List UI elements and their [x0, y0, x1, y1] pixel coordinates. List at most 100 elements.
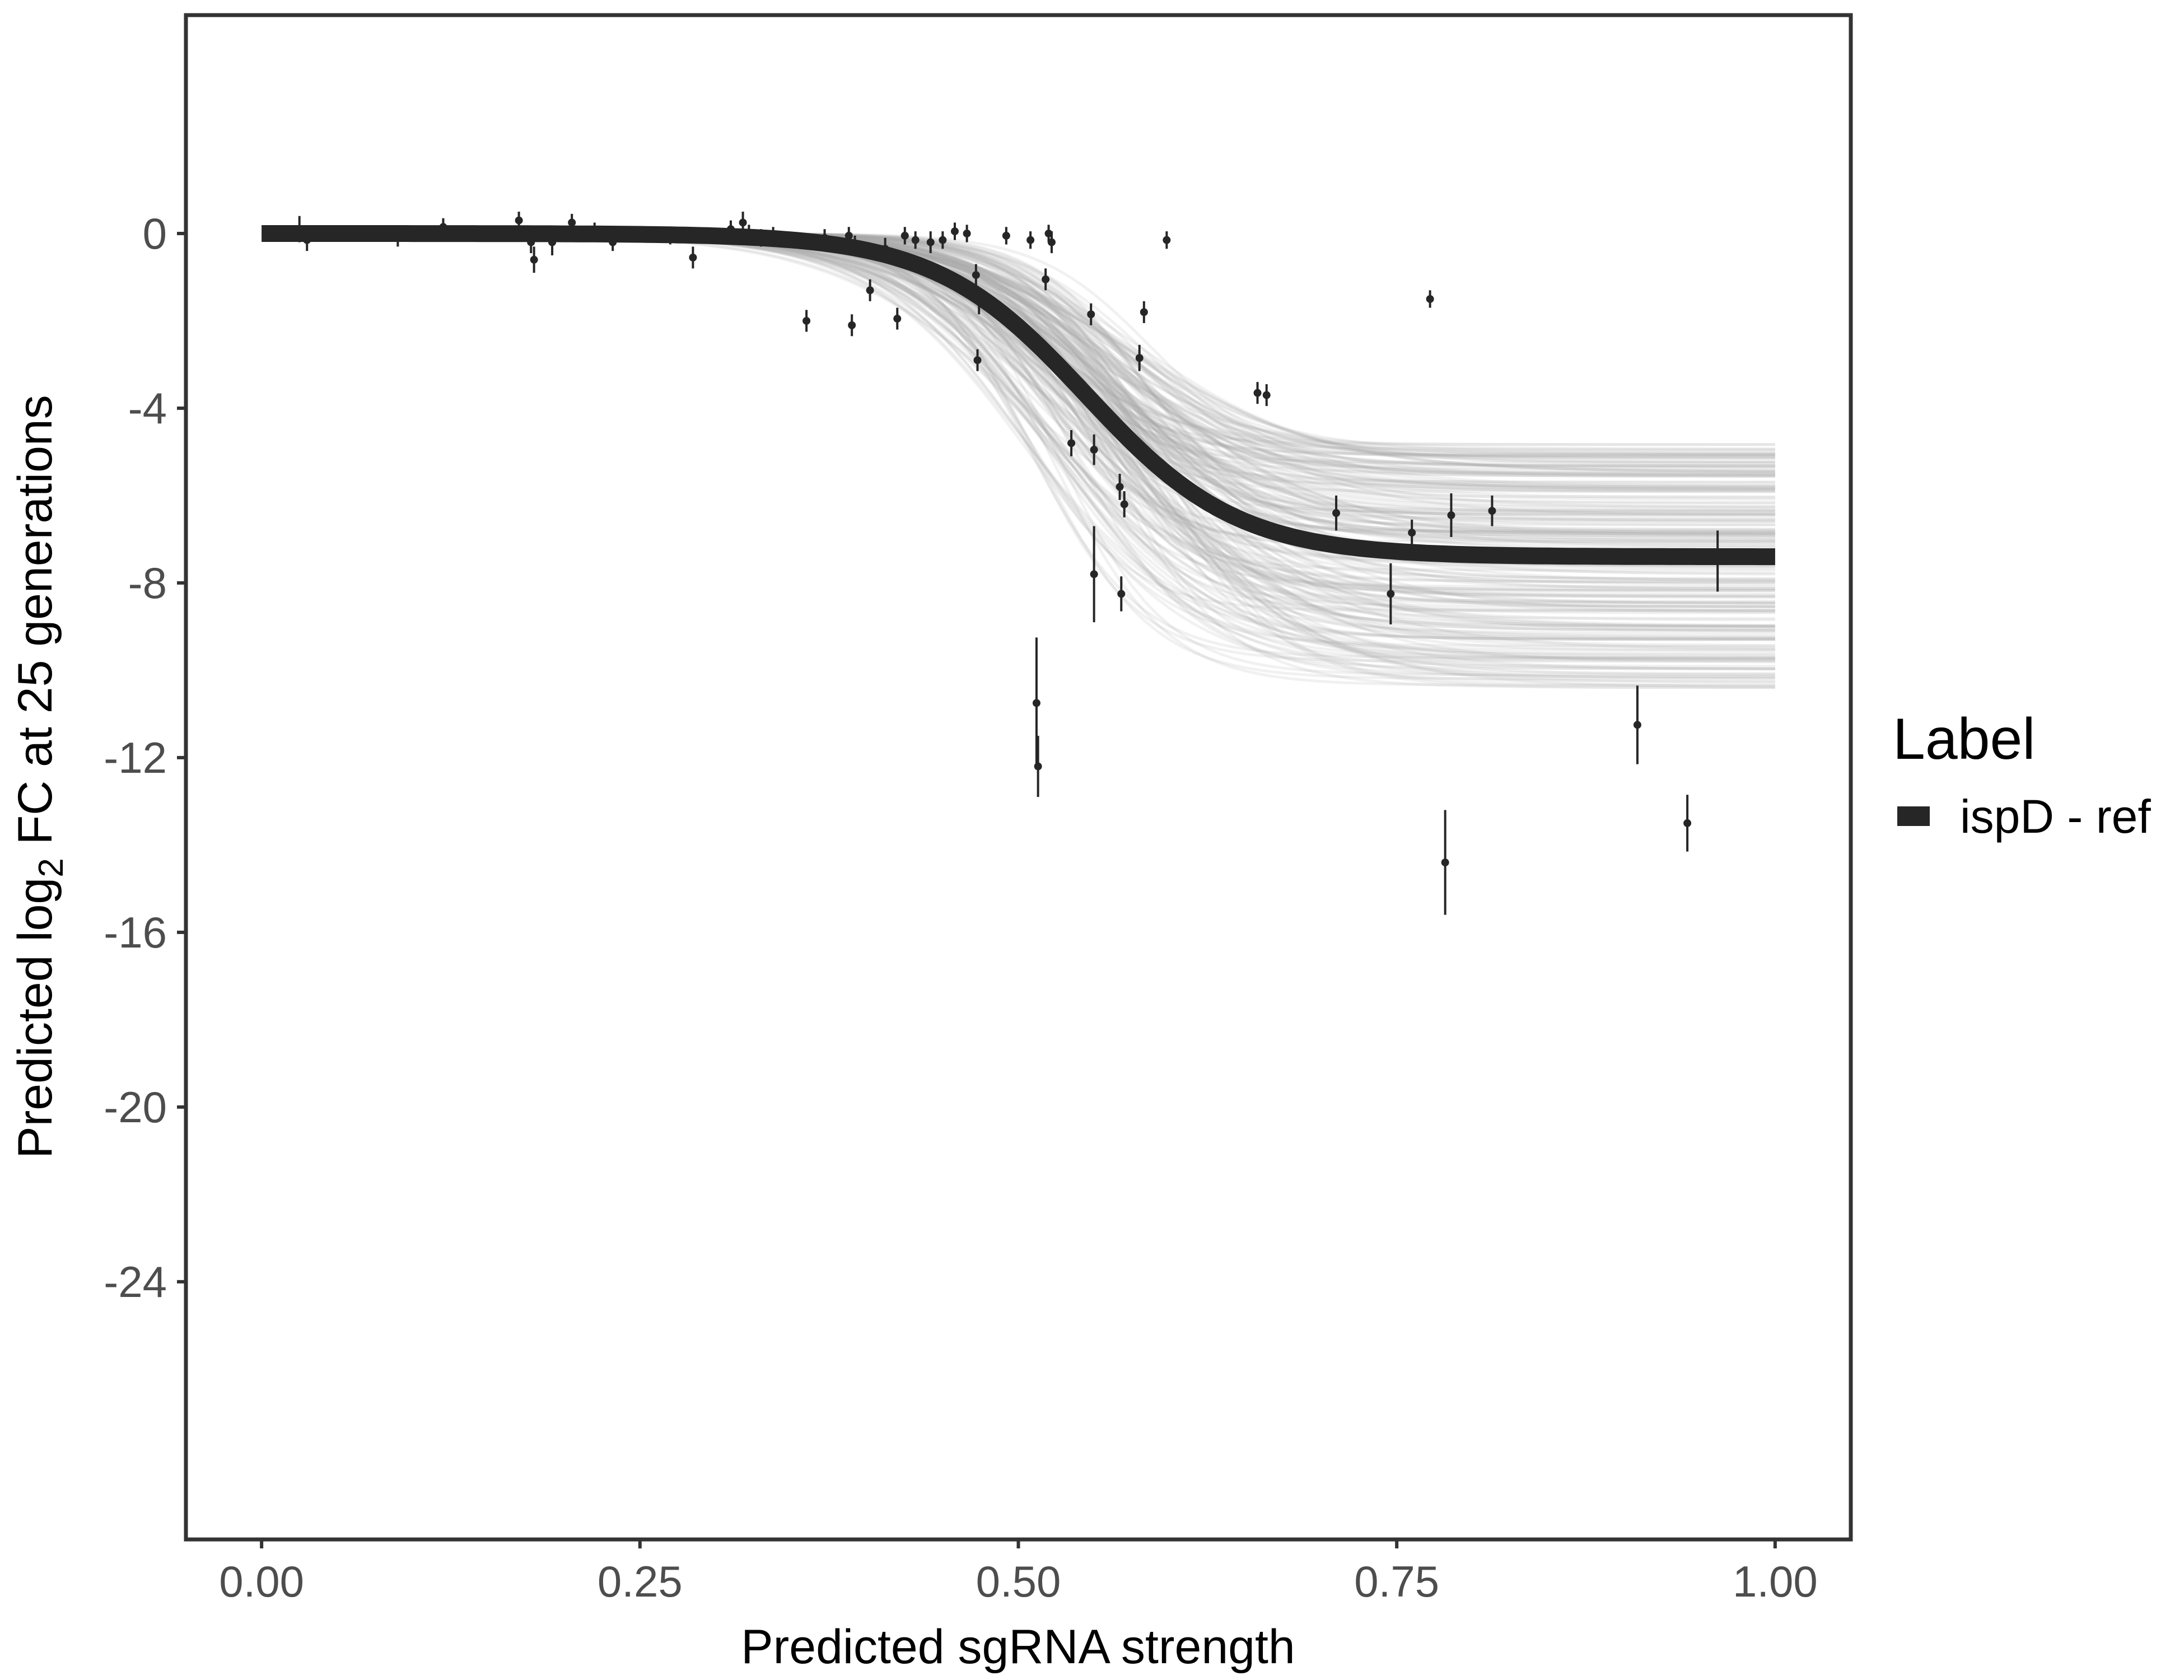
data-point-7	[530, 246, 538, 273]
posterior-band	[262, 232, 1775, 689]
y-axis-title-subscript: 2	[32, 858, 71, 877]
y-axis-title-prefix: Predicted log	[8, 878, 62, 1159]
x-tick-label: 0.00	[219, 1557, 304, 1606]
point-marker	[939, 236, 947, 244]
point-marker	[975, 297, 983, 305]
data-point-23	[848, 314, 856, 337]
plot-panel-border	[184, 13, 1853, 1542]
point-marker	[295, 225, 304, 234]
data-point-46	[1090, 526, 1098, 623]
point-marker	[802, 316, 811, 325]
x-tick-label: 1.00	[1733, 1557, 1818, 1606]
data-point-52	[1163, 231, 1171, 249]
fit-curve-ispd-ref	[260, 225, 1776, 566]
data-point-44	[1087, 303, 1095, 325]
data-point-45	[1090, 434, 1098, 465]
point-marker	[1120, 500, 1128, 508]
point-marker	[1042, 275, 1050, 283]
point-marker	[1067, 439, 1076, 447]
point-marker	[1090, 446, 1098, 454]
data-point-2	[303, 229, 311, 251]
data-point-47	[1116, 473, 1124, 500]
point-marker	[1140, 308, 1148, 316]
point-marker	[881, 245, 889, 253]
data-point-48	[1117, 576, 1126, 612]
point-marker	[972, 271, 980, 279]
fit-curve-layer	[260, 225, 1776, 566]
data-point-43	[1067, 430, 1076, 456]
legend-title: Label	[1893, 707, 2035, 772]
point-marker	[893, 315, 902, 323]
data-point-37	[1026, 231, 1035, 249]
data-point-3	[394, 229, 402, 247]
data-point-14	[726, 220, 735, 238]
point-marker	[1633, 721, 1641, 729]
point-marker	[1488, 507, 1496, 515]
point-marker	[1447, 511, 1455, 520]
point-marker	[1714, 557, 1722, 565]
point-marker	[726, 225, 735, 234]
data-point-12	[666, 227, 674, 245]
y-axis-title-suffix: FC at 25 generations	[8, 395, 62, 858]
point-marker	[609, 238, 617, 246]
point-marker	[900, 231, 909, 240]
point-marker	[950, 227, 959, 236]
legend-key-ispd-ref	[1897, 806, 1930, 826]
data-point-34	[975, 288, 983, 315]
point-marker	[689, 253, 697, 262]
data-point-4	[439, 218, 447, 236]
x-tick-label: 0.25	[598, 1557, 683, 1606]
y-tick-label: -20	[104, 1082, 167, 1132]
data-point-54	[1262, 384, 1271, 407]
y-tick-label: -12	[104, 733, 167, 782]
data-point-24	[866, 279, 874, 301]
point-marker	[848, 321, 856, 329]
data-point-36	[1002, 227, 1010, 245]
point-marker	[926, 238, 935, 246]
data-point-6	[527, 231, 535, 254]
data-point-60	[1447, 493, 1455, 538]
data-point-58	[1426, 290, 1434, 308]
data-point-63	[1683, 795, 1692, 852]
point-marker	[1032, 699, 1040, 707]
point-marker	[911, 236, 920, 244]
data-point-51	[1140, 301, 1148, 323]
point-marker	[1426, 295, 1434, 303]
data-point-42	[1034, 735, 1042, 797]
data-point-31	[950, 222, 959, 240]
data-point-18	[769, 227, 777, 245]
point-marker	[1087, 310, 1095, 319]
data-point-16	[745, 225, 753, 242]
point-marker	[844, 231, 853, 240]
y-axis: 0 -4 -8 -12 -16 -20 -24	[104, 209, 184, 1306]
data-point-35	[973, 349, 982, 371]
data-point-50	[1135, 344, 1144, 371]
x-axis: 0.00 0.25 0.50 0.75 1.00	[219, 1541, 1818, 1606]
point-marker	[303, 236, 311, 244]
data-point-20	[820, 229, 829, 247]
data-point-55	[1332, 495, 1341, 531]
data-point-15	[739, 211, 747, 234]
point-marker	[1047, 238, 1056, 246]
data-point-64	[1714, 530, 1722, 592]
point-marker	[530, 255, 538, 264]
point-marker	[739, 218, 747, 227]
data-point-22	[851, 235, 859, 254]
point-marker	[1117, 590, 1126, 598]
data-point-13	[689, 246, 697, 269]
point-marker	[1116, 483, 1124, 491]
point-marker	[1262, 391, 1271, 399]
point-marker	[866, 286, 874, 295]
y-tick-label: -8	[128, 558, 167, 608]
point-marker	[666, 231, 674, 240]
point-marker	[1090, 570, 1098, 578]
point-marker	[439, 223, 447, 231]
data-point-28	[911, 231, 920, 249]
data-point-56	[1387, 563, 1395, 625]
x-axis-title: Predicted sgRNA strength	[741, 1620, 1295, 1674]
data-point-21	[844, 227, 853, 245]
point-marker	[590, 227, 599, 236]
data-point-30	[939, 231, 947, 249]
point-marker	[1002, 231, 1010, 240]
